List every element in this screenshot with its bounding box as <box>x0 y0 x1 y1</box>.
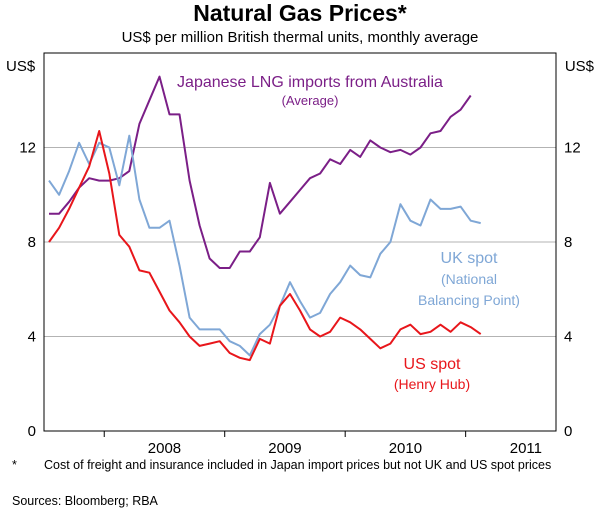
series-label-2: UK spot <box>441 250 498 267</box>
plot-frame <box>43 52 557 432</box>
y-tick-label-right: 0 <box>564 423 572 440</box>
y-unit-left: US$ <box>6 58 36 75</box>
y-tick-label-right: 8 <box>564 234 572 251</box>
y-tick-label-left: 8 <box>28 234 36 251</box>
series-label-3: (Henry Hub) <box>394 376 470 392</box>
x-tick-label: 2010 <box>389 440 422 457</box>
chart-subtitle: US$ per million British thermal units, m… <box>121 29 479 46</box>
x-tick-label: 2011 <box>510 440 542 457</box>
series-line-2 <box>48 134 481 357</box>
footnote-text: Cost of freight and insurance included i… <box>44 458 552 472</box>
series-label-2: (National <box>441 271 497 287</box>
y-tick-label-right: 12 <box>564 140 581 157</box>
y-unit-right: US$ <box>565 58 595 75</box>
chart-title: Natural Gas Prices* <box>193 0 407 26</box>
x-tick-label: 2009 <box>268 440 301 457</box>
x-tick-label: 2008 <box>148 440 181 457</box>
series-line-3 <box>48 130 482 362</box>
series-line-1 <box>49 75 472 269</box>
sources: Sources: Bloomberg; RBA <box>12 494 158 508</box>
y-tick-label-right: 4 <box>564 329 572 346</box>
series-label-1: (Average) <box>282 93 339 108</box>
y-tick-label-left: 4 <box>28 329 36 346</box>
y-tick-label-left: 0 <box>28 423 36 440</box>
footnote-marker: * <box>12 458 17 472</box>
y-tick-label-left: 12 <box>19 140 36 157</box>
series-label-1: Japanese LNG imports from Australia <box>177 74 443 91</box>
series-label-2: Balancing Point) <box>418 292 520 308</box>
series-label-3: US spot <box>404 356 461 373</box>
